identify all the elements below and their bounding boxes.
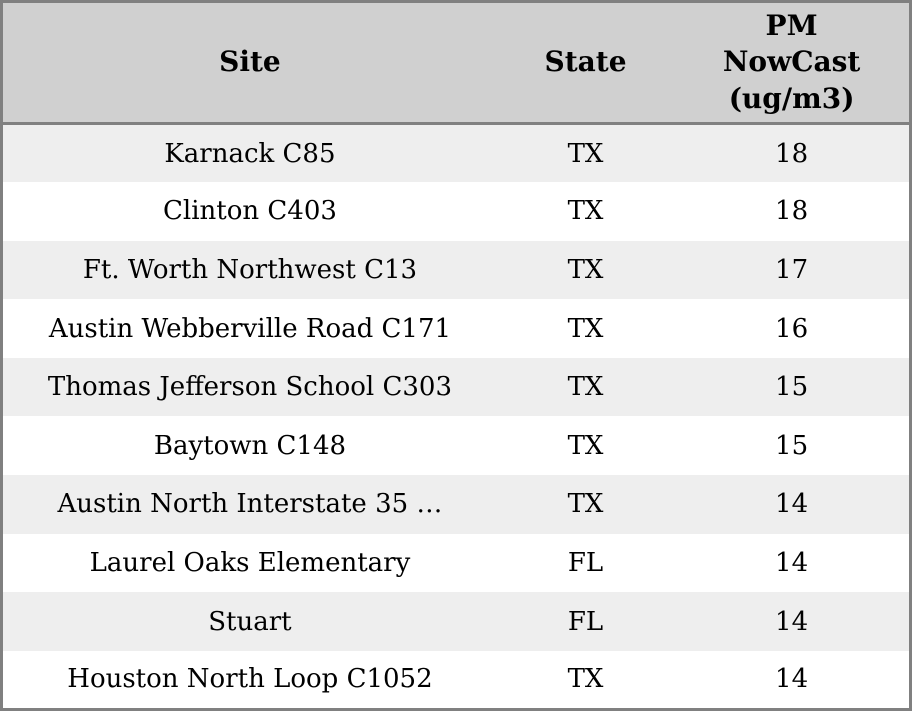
cell-site: Austin Webberville Road C171 — [48, 313, 452, 344]
cell-pm_nowcast: 15 — [775, 372, 809, 403]
cell-state: TX — [567, 664, 604, 695]
cell-pm_nowcast: 14 — [775, 489, 809, 520]
cell-state: FL — [567, 606, 604, 637]
cell-site: Karnack C85 — [164, 138, 336, 169]
table-body: Karnack C85 TX 18 Clinton C403 TX 18 Ft. Worth… — [1, 123, 911, 710]
table-header: Site State PM NowCast (ug/m3) — [1, 1, 911, 125]
cell-site: Stuart — [208, 606, 292, 637]
cell-site: Houston North Loop C1052 — [67, 664, 433, 695]
cell-site: Ft. Worth Northwest C13 — [82, 254, 418, 285]
column-header-state-label: State — [544, 45, 627, 79]
table-row: Houston North Loop C1052 TX 14 — [1, 650, 911, 710]
table-row: Clinton C403 TX 18 — [1, 182, 911, 241]
cell-pm_nowcast: 15 — [775, 430, 809, 461]
column-header-pm-nowcast: PM NowCast (ug/m3) — [674, 1, 911, 125]
cell-state: TX — [567, 430, 604, 461]
cell-pm_nowcast: 17 — [775, 254, 809, 285]
cell-state: TX — [567, 313, 604, 344]
table-header-row: Site State PM NowCast (ug/m3) — [1, 1, 911, 125]
cell-site: Baytown C148 — [153, 430, 347, 461]
table-row: Stuart FL 14 — [1, 592, 911, 651]
column-header-site: Site — [1, 1, 497, 125]
table-row: Ft. Worth Northwest C13 TX 17 — [1, 240, 911, 300]
table-row: Baytown C148 TX 15 — [1, 416, 911, 476]
column-header-state: State — [496, 1, 675, 125]
cell-pm_nowcast: 18 — [775, 138, 809, 169]
cell-pm_nowcast: 14 — [775, 606, 809, 637]
cell-pm_nowcast: 16 — [775, 313, 809, 344]
table-row: Austin Webberville Road C171 TX 16 — [1, 299, 911, 358]
table-row: Austin North Interstate 35 … TX 14 — [1, 475, 911, 534]
cell-site: Thomas Jefferson School C303 — [47, 372, 453, 403]
cell-pm_nowcast: 18 — [775, 196, 809, 227]
cell-state: FL — [567, 547, 604, 578]
table-row: Laurel Oaks Elementary FL 14 — [1, 533, 911, 593]
column-header-pm-nowcast-label: PM NowCast (ug/m3) — [722, 8, 861, 115]
cell-pm_nowcast: 14 — [775, 547, 809, 578]
cell-site: Laurel Oaks Elementary — [89, 547, 411, 578]
cell-state: TX — [567, 372, 604, 403]
cell-site: Clinton C403 — [163, 196, 337, 227]
cell-state: TX — [567, 489, 604, 520]
cell-pm_nowcast: 14 — [775, 664, 809, 695]
cell-state: TX — [567, 138, 604, 169]
cell-state: TX — [567, 254, 604, 285]
table-row: Thomas Jefferson School C303 TX 15 — [1, 357, 911, 417]
cell-site: Austin North Interstate 35 … — [57, 489, 443, 520]
table-row: Karnack C85 TX 18 — [1, 123, 911, 183]
column-header-site-label: Site — [219, 45, 281, 79]
cell-state: TX — [567, 196, 604, 227]
